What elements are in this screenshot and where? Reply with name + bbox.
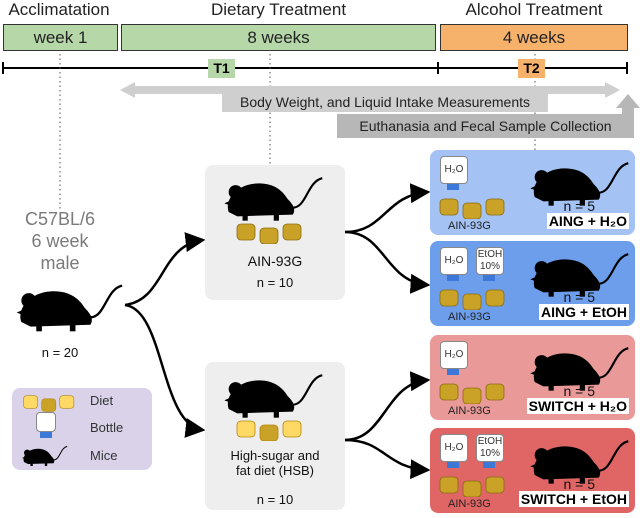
legend-bottle: Bottle: [90, 420, 124, 435]
diet-pellet-icon: [235, 417, 305, 441]
start-n: n = 20: [41, 345, 79, 360]
phase-acclimatation: week 1: [3, 24, 118, 51]
diet-pellet-icon: [22, 392, 77, 412]
phase-alcohol: 4 weeks: [440, 24, 628, 51]
bottle-icon: H₂O: [440, 341, 468, 375]
phase-header: Dietary Treatment: [210, 0, 347, 19]
group-switch-h2o: H₂O AIN-93G n = 5 SWITCH + H₂O: [430, 335, 635, 420]
strain: C57BL/6: [24, 209, 96, 229]
group-label: AING + H₂O: [546, 213, 629, 229]
group-label: SWITCH + EtOH: [518, 491, 629, 507]
bottle-icon: [36, 412, 56, 438]
diet-box-hsb: High-sugar and fat diet (HSB) n = 10: [205, 362, 345, 510]
group-n: n = 5: [563, 383, 595, 399]
age: 6 week: [31, 231, 89, 251]
diet-pellet-icon: [438, 286, 508, 310]
group-label: AING + EtOH: [539, 304, 629, 320]
timepoint-t1: T1: [208, 59, 235, 78]
diet-pellet-icon: [438, 195, 508, 219]
diet-name: AIN-93G: [448, 311, 491, 323]
diet-name: High-sugar and fat diet (HSB): [230, 448, 320, 478]
diet-pellet-icon: [438, 380, 508, 404]
group-n: n = 5: [563, 198, 595, 214]
bottle-icon: H₂O: [440, 156, 468, 190]
mouse-icon: [12, 280, 124, 336]
diet-box-ain: AIN-93G n = 10: [205, 165, 345, 300]
start-cohort-text: C57BL/6 6 week male: [0, 208, 120, 274]
diet-n: n = 10: [256, 275, 294, 290]
bottle-icon: H₂O: [440, 434, 468, 468]
mouse-icon: [219, 173, 325, 225]
group-switch-etoh: H₂O EtOH 10% AIN-93G n = 5 SWITCH + EtOH: [430, 428, 635, 513]
legend: Diet Bottle Mice: [12, 388, 152, 470]
mouse-icon: [219, 370, 325, 422]
timepoint-t2: T2: [518, 59, 545, 78]
group-label: SWITCH + H₂O: [526, 398, 629, 414]
diet-pellet-icon: [438, 473, 508, 497]
measurement-label: Body Weight, and Liquid Intake Measureme…: [222, 92, 548, 112]
legend-mice: Mice: [90, 448, 118, 463]
group-aing-h2o: H₂O AIN-93G n = 5 AING + H₂O: [430, 150, 635, 235]
group-aing-etoh: H₂O EtOH 10% AIN-93G n = 5 AING + EtOH: [430, 241, 635, 326]
group-n: n = 5: [563, 476, 595, 492]
phase-header: Alcohol Treatment: [465, 0, 603, 19]
diet-name: AIN-93G: [448, 220, 491, 232]
diet-pellet-icon: [235, 220, 305, 244]
bottle-icon: H₂O: [440, 247, 468, 281]
legend-diet: Diet: [90, 393, 114, 408]
diet-name: AIN-93G: [247, 253, 303, 269]
flow-arrows: [124, 183, 431, 480]
diet-name: AIN-93G: [448, 498, 491, 510]
bottle-icon: EtOH 10%: [476, 247, 504, 281]
collection-label: Euthanasia and Fecal Sample Collection: [337, 114, 634, 138]
bottle-icon: EtOH 10%: [476, 434, 504, 468]
phase-dietary: 8 weeks: [121, 24, 436, 51]
sex: male: [40, 253, 80, 273]
mouse-icon: [20, 444, 68, 468]
group-n: n = 5: [563, 289, 595, 305]
phase-header: Acclimatation: [8, 0, 110, 19]
diet-name: AIN-93G: [448, 405, 491, 417]
diet-n: n = 10: [256, 492, 294, 507]
